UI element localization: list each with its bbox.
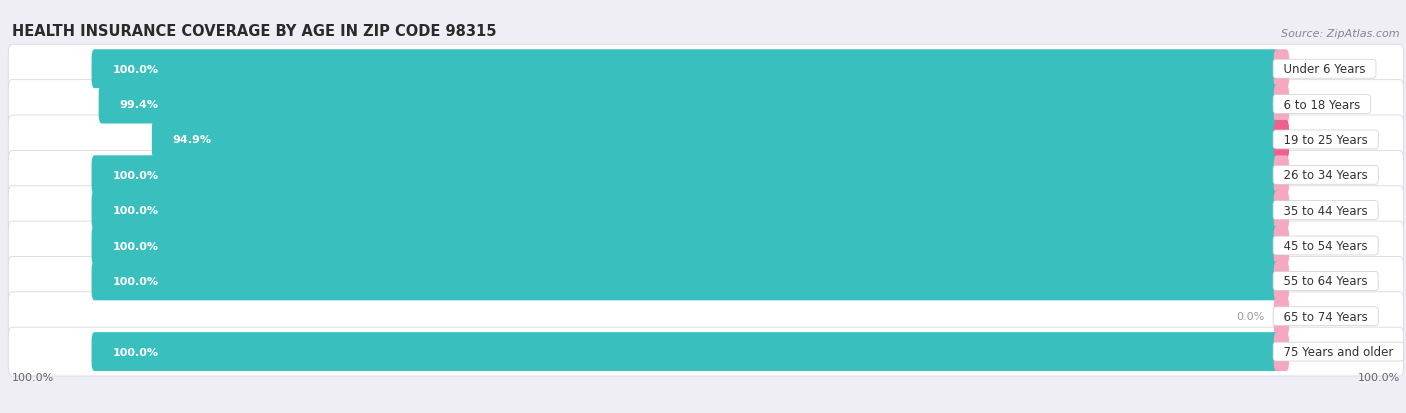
FancyBboxPatch shape [8,151,1403,200]
FancyBboxPatch shape [1274,226,1289,265]
FancyBboxPatch shape [152,121,1279,159]
Text: 35 to 44 Years: 35 to 44 Years [1277,204,1375,217]
Text: 99.4%: 99.4% [120,100,159,110]
Text: 0.0%: 0.0% [1289,347,1317,357]
FancyBboxPatch shape [1274,121,1289,159]
Text: 100.0%: 100.0% [112,241,159,251]
Text: 0.0%: 0.0% [1289,206,1317,216]
Text: 100.0%: 100.0% [11,372,53,382]
Text: 0.0%: 0.0% [1289,64,1317,74]
Text: 94.9%: 94.9% [173,135,211,145]
Text: 65 to 74 Years: 65 to 74 Years [1277,310,1375,323]
FancyBboxPatch shape [1274,156,1289,195]
Text: 100.0%: 100.0% [112,171,159,180]
Text: Under 6 Years: Under 6 Years [1277,63,1374,76]
FancyBboxPatch shape [8,186,1403,235]
Text: 0.0%: 0.0% [1289,311,1317,321]
Text: 0.0%: 0.0% [1236,311,1264,321]
Text: 26 to 34 Years: 26 to 34 Years [1277,169,1375,182]
FancyBboxPatch shape [91,50,1279,89]
FancyBboxPatch shape [91,226,1279,265]
FancyBboxPatch shape [1274,297,1289,336]
Text: Source: ZipAtlas.com: Source: ZipAtlas.com [1281,28,1400,38]
Text: 100.0%: 100.0% [112,64,159,74]
Text: 0.0%: 0.0% [1289,241,1317,251]
Legend: With Coverage, Without Coverage: With Coverage, Without Coverage [572,410,834,413]
FancyBboxPatch shape [98,85,1279,124]
Text: 5.1%: 5.1% [1289,135,1317,145]
FancyBboxPatch shape [8,257,1403,306]
FancyBboxPatch shape [8,45,1403,94]
FancyBboxPatch shape [91,191,1279,230]
FancyBboxPatch shape [1274,191,1289,230]
FancyBboxPatch shape [91,332,1279,371]
Text: 19 to 25 Years: 19 to 25 Years [1277,133,1375,147]
FancyBboxPatch shape [1274,85,1289,124]
FancyBboxPatch shape [8,116,1403,164]
FancyBboxPatch shape [91,156,1279,195]
Text: 0.0%: 0.0% [1289,276,1317,286]
Text: 100.0%: 100.0% [112,206,159,216]
Text: 0.0%: 0.0% [1289,171,1317,180]
Text: 0.59%: 0.59% [1289,100,1324,110]
FancyBboxPatch shape [8,221,1403,270]
FancyBboxPatch shape [1274,332,1289,371]
Text: 100.0%: 100.0% [112,276,159,286]
Text: 45 to 54 Years: 45 to 54 Years [1277,240,1375,252]
Text: HEALTH INSURANCE COVERAGE BY AGE IN ZIP CODE 98315: HEALTH INSURANCE COVERAGE BY AGE IN ZIP … [11,24,496,38]
FancyBboxPatch shape [8,81,1403,129]
Text: 6 to 18 Years: 6 to 18 Years [1277,98,1368,111]
FancyBboxPatch shape [8,328,1403,376]
Text: 100.0%: 100.0% [1358,372,1400,382]
Text: 55 to 64 Years: 55 to 64 Years [1277,275,1375,288]
FancyBboxPatch shape [91,262,1279,301]
FancyBboxPatch shape [8,292,1403,341]
FancyBboxPatch shape [1274,262,1289,301]
Text: 75 Years and older: 75 Years and older [1277,345,1400,358]
Text: 100.0%: 100.0% [112,347,159,357]
FancyBboxPatch shape [1274,50,1289,89]
